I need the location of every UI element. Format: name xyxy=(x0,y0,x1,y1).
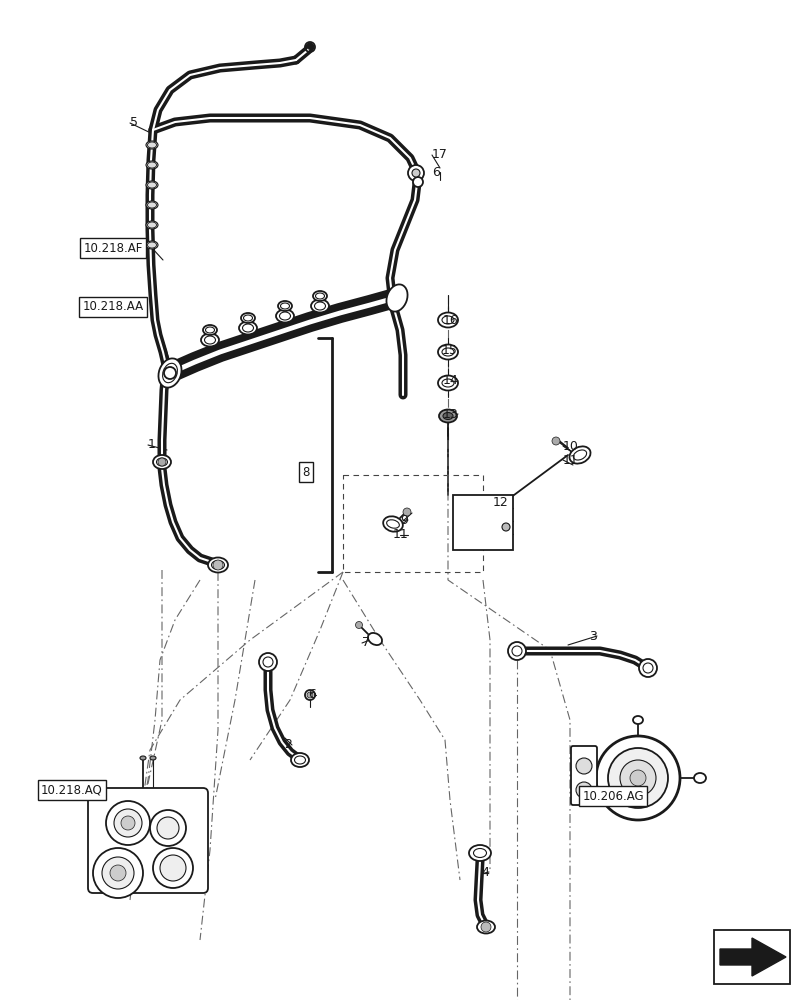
Ellipse shape xyxy=(277,301,292,311)
Circle shape xyxy=(595,736,679,820)
Text: 15: 15 xyxy=(441,344,457,358)
Circle shape xyxy=(305,690,315,700)
Ellipse shape xyxy=(383,516,402,532)
Text: 10: 10 xyxy=(562,440,578,452)
Text: 5: 5 xyxy=(130,116,138,129)
Ellipse shape xyxy=(146,221,158,229)
Text: 11: 11 xyxy=(562,454,578,466)
Text: 3: 3 xyxy=(589,630,596,643)
Circle shape xyxy=(355,621,362,629)
Bar xyxy=(713,930,789,984)
Text: 16: 16 xyxy=(442,314,457,326)
Circle shape xyxy=(259,653,277,671)
Bar xyxy=(453,495,513,550)
Text: 12: 12 xyxy=(491,495,508,508)
Circle shape xyxy=(607,748,667,808)
Ellipse shape xyxy=(312,291,327,301)
Circle shape xyxy=(102,857,134,889)
Circle shape xyxy=(575,758,591,774)
Ellipse shape xyxy=(146,141,158,149)
Ellipse shape xyxy=(311,300,328,312)
Text: 9: 9 xyxy=(400,514,407,526)
Text: 10.206.AG: 10.206.AG xyxy=(581,790,643,802)
Ellipse shape xyxy=(203,325,217,335)
Ellipse shape xyxy=(367,633,382,645)
Circle shape xyxy=(164,367,176,379)
Circle shape xyxy=(152,848,193,888)
Circle shape xyxy=(407,165,423,181)
Ellipse shape xyxy=(139,756,146,760)
Ellipse shape xyxy=(146,201,158,209)
Ellipse shape xyxy=(437,344,457,360)
Ellipse shape xyxy=(443,412,453,420)
Text: 10.218.AQ: 10.218.AQ xyxy=(41,784,103,796)
Circle shape xyxy=(307,44,312,49)
Circle shape xyxy=(160,855,186,881)
Ellipse shape xyxy=(276,310,294,322)
Circle shape xyxy=(629,770,646,786)
Circle shape xyxy=(157,817,178,839)
Text: 14: 14 xyxy=(442,374,457,387)
Ellipse shape xyxy=(146,181,158,189)
Circle shape xyxy=(307,692,312,698)
Ellipse shape xyxy=(633,716,642,724)
Circle shape xyxy=(501,523,509,531)
Ellipse shape xyxy=(241,313,255,323)
Text: 2: 2 xyxy=(284,738,292,752)
Text: 10.218.AA: 10.218.AA xyxy=(83,300,144,314)
Circle shape xyxy=(121,816,135,830)
Circle shape xyxy=(638,659,656,677)
Ellipse shape xyxy=(150,756,156,760)
Circle shape xyxy=(93,848,143,898)
Ellipse shape xyxy=(201,334,219,347)
Ellipse shape xyxy=(238,322,257,334)
Text: 11: 11 xyxy=(392,528,407,542)
Text: 8: 8 xyxy=(302,466,309,479)
Text: 13: 13 xyxy=(442,408,457,420)
Polygon shape xyxy=(719,938,785,976)
Ellipse shape xyxy=(569,446,590,464)
Circle shape xyxy=(480,922,491,932)
Text: 6: 6 xyxy=(431,165,440,178)
Circle shape xyxy=(575,782,591,798)
Ellipse shape xyxy=(469,845,491,861)
Circle shape xyxy=(402,508,410,516)
Ellipse shape xyxy=(208,558,228,572)
Circle shape xyxy=(212,560,223,570)
Circle shape xyxy=(411,169,419,177)
FancyBboxPatch shape xyxy=(88,788,208,893)
Circle shape xyxy=(413,177,423,187)
Ellipse shape xyxy=(158,358,182,388)
Ellipse shape xyxy=(290,753,309,767)
Text: 7: 7 xyxy=(362,637,370,650)
Text: 10.218.AF: 10.218.AF xyxy=(84,241,143,254)
Circle shape xyxy=(109,865,126,881)
Ellipse shape xyxy=(146,161,158,169)
Ellipse shape xyxy=(437,312,457,328)
Circle shape xyxy=(508,642,526,660)
Text: 4: 4 xyxy=(481,865,488,879)
Ellipse shape xyxy=(437,375,457,390)
FancyBboxPatch shape xyxy=(570,746,596,805)
Circle shape xyxy=(620,760,655,796)
Circle shape xyxy=(106,801,150,845)
Circle shape xyxy=(150,810,186,846)
Text: 17: 17 xyxy=(431,148,448,161)
Ellipse shape xyxy=(476,920,495,934)
Circle shape xyxy=(551,437,560,445)
Ellipse shape xyxy=(693,773,705,783)
Ellipse shape xyxy=(439,410,457,422)
Circle shape xyxy=(158,458,165,466)
Text: 6: 6 xyxy=(307,688,315,702)
Ellipse shape xyxy=(386,284,407,312)
Text: 1: 1 xyxy=(148,438,156,452)
Ellipse shape xyxy=(152,455,171,469)
Circle shape xyxy=(114,809,142,837)
Ellipse shape xyxy=(146,241,158,249)
